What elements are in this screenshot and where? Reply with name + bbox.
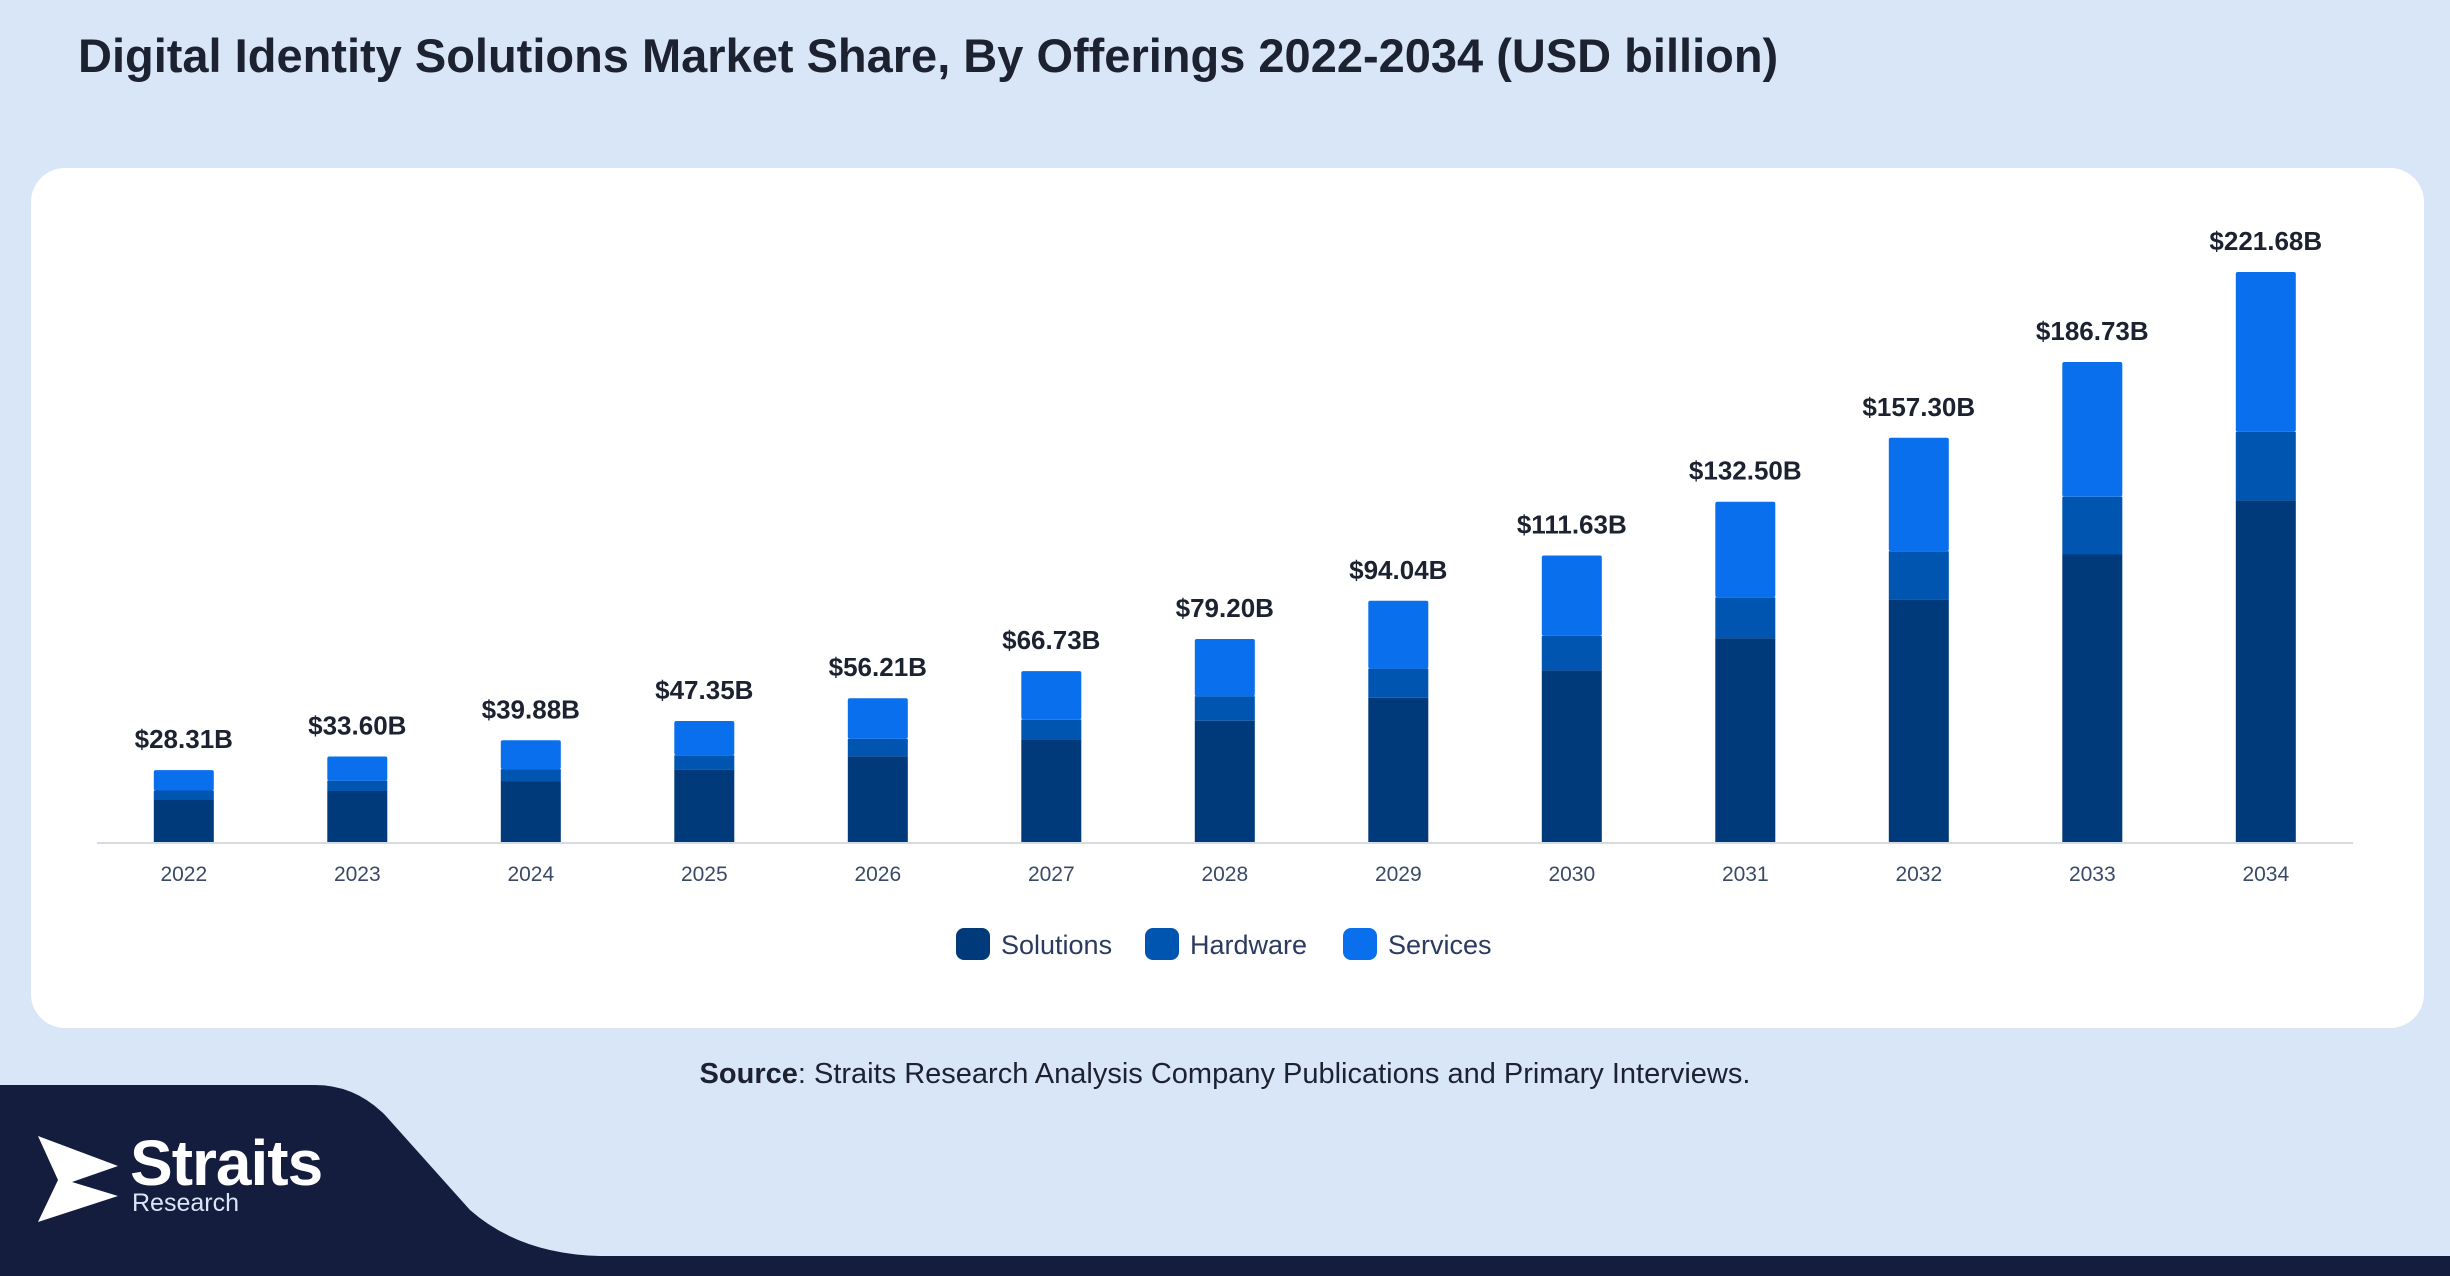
x-tick-label: 2032	[1895, 863, 1942, 886]
footer-navy-band	[0, 1085, 2450, 1276]
total-labels-layer: $28.31B $33.60B $39.88B $47.35B $56.21B $66.7…	[135, 226, 2323, 754]
total-value-label: $66.73B	[1002, 625, 1100, 655]
bar-solutions-2024	[500, 781, 561, 843]
legend-swatch	[1145, 928, 1179, 960]
total-value-label: $47.35B	[655, 675, 753, 705]
bar-solutions-2030	[1541, 670, 1602, 843]
x-tick-label: 2027	[1028, 863, 1075, 886]
legend-label: Services	[1388, 930, 1492, 960]
bar-solutions-2028	[1194, 720, 1255, 843]
total-value-label: $157.30B	[1862, 392, 1975, 422]
total-value-label: $56.21B	[829, 652, 927, 682]
bar-hardware-2031	[1715, 597, 1776, 639]
bar-solutions-2031	[1715, 638, 1776, 843]
total-value-label: $186.73B	[2036, 316, 2149, 346]
legend-item-services: Services	[1343, 928, 1492, 960]
x-tick-label: 2031	[1722, 863, 1769, 886]
bar-hardware-2028	[1194, 696, 1255, 721]
bar-services-2031	[1715, 501, 1776, 598]
bar-solutions-2034	[2235, 500, 2296, 843]
bar-solutions-2033	[2062, 554, 2123, 843]
legend-item-hardware: Hardware	[1145, 928, 1307, 960]
source-note: Source: Straits Research Analysis Compan…	[0, 1058, 2450, 1091]
x-tick-label: 2022	[160, 863, 207, 886]
total-value-label: $111.63B	[1517, 510, 1627, 540]
bar-hardware-2026	[847, 738, 908, 757]
total-value-label: $39.88B	[482, 694, 580, 724]
x-ticks-layer: 2022 2023 2024 2025 2026 2027 2028 2029 2030 2031…	[160, 863, 2289, 886]
legend-label: Hardware	[1190, 930, 1307, 960]
legend-swatch	[1343, 928, 1377, 960]
legend-swatch	[956, 928, 990, 960]
total-value-label: $221.68B	[2209, 226, 2322, 256]
x-tick-label: 2024	[507, 863, 554, 886]
logo-arrow-icon	[38, 1136, 118, 1222]
legend: Solutions Hardware Services	[956, 928, 1492, 960]
total-value-label: $28.31B	[135, 724, 233, 754]
x-tick-label: 2029	[1375, 863, 1422, 886]
source-label: Source	[699, 1058, 798, 1090]
logo-subtitle: Research	[132, 1189, 239, 1217]
bar-solutions-2023	[327, 791, 388, 843]
chart-card: 2022 2023 2024 2025 2026 2027 2028 2029 2030 2031…	[31, 168, 2424, 1028]
bar-hardware-2032	[1888, 551, 1949, 600]
bar-services-2028	[1194, 639, 1255, 697]
x-tick-label: 2034	[2242, 863, 2289, 886]
bars-layer	[153, 272, 2296, 843]
bar-solutions-2025	[674, 769, 735, 843]
bar-services-2026	[847, 698, 908, 739]
bar-hardware-2022	[153, 790, 214, 800]
bar-services-2023	[327, 756, 388, 781]
bar-services-2030	[1541, 555, 1602, 636]
bar-solutions-2029	[1368, 697, 1429, 843]
source-text: : Straits Research Analysis Company Publ…	[797, 1058, 1751, 1090]
x-tick-label: 2026	[854, 863, 901, 886]
x-tick-label: 2023	[334, 863, 381, 886]
bar-services-2024	[500, 740, 561, 770]
legend-item-solutions: Solutions	[956, 928, 1112, 960]
total-value-label: $33.60B	[308, 711, 406, 741]
chart-title: Digital Identity Solutions Market Share,…	[78, 29, 1779, 82]
bar-services-2034	[2235, 272, 2296, 432]
bar-services-2022	[153, 770, 214, 791]
x-tick-label: 2033	[2069, 863, 2116, 886]
bar-solutions-2022	[153, 799, 214, 843]
total-value-label: $94.04B	[1349, 555, 1447, 585]
bar-hardware-2033	[2062, 496, 2123, 555]
bar-hardware-2027	[1021, 719, 1082, 740]
bar-hardware-2025	[674, 755, 735, 770]
bar-services-2029	[1368, 600, 1429, 669]
bar-solutions-2026	[847, 756, 908, 843]
bar-solutions-2032	[1888, 599, 1949, 843]
bar-services-2033	[2062, 362, 2123, 497]
legend-label: Solutions	[1001, 930, 1112, 960]
bar-hardware-2030	[1541, 635, 1602, 671]
bar-services-2032	[1888, 437, 1949, 552]
bar-services-2027	[1021, 671, 1082, 720]
bar-hardware-2023	[327, 780, 388, 791]
bar-hardware-2029	[1368, 668, 1429, 698]
total-value-label: $79.20B	[1176, 593, 1274, 623]
total-value-label: $132.50B	[1689, 456, 1802, 486]
x-tick-label: 2030	[1548, 863, 1595, 886]
chart-plot: 2022 2023 2024 2025 2026 2027 2028 2029 2030 2031…	[97, 226, 2353, 960]
bar-solutions-2027	[1021, 740, 1082, 843]
bar-services-2025	[674, 721, 735, 756]
bar-hardware-2034	[2235, 431, 2296, 501]
x-tick-label: 2025	[681, 863, 728, 886]
logo-wordmark: Straits	[130, 1127, 323, 1199]
x-tick-label: 2028	[1201, 863, 1248, 886]
bar-hardware-2024	[500, 769, 561, 782]
